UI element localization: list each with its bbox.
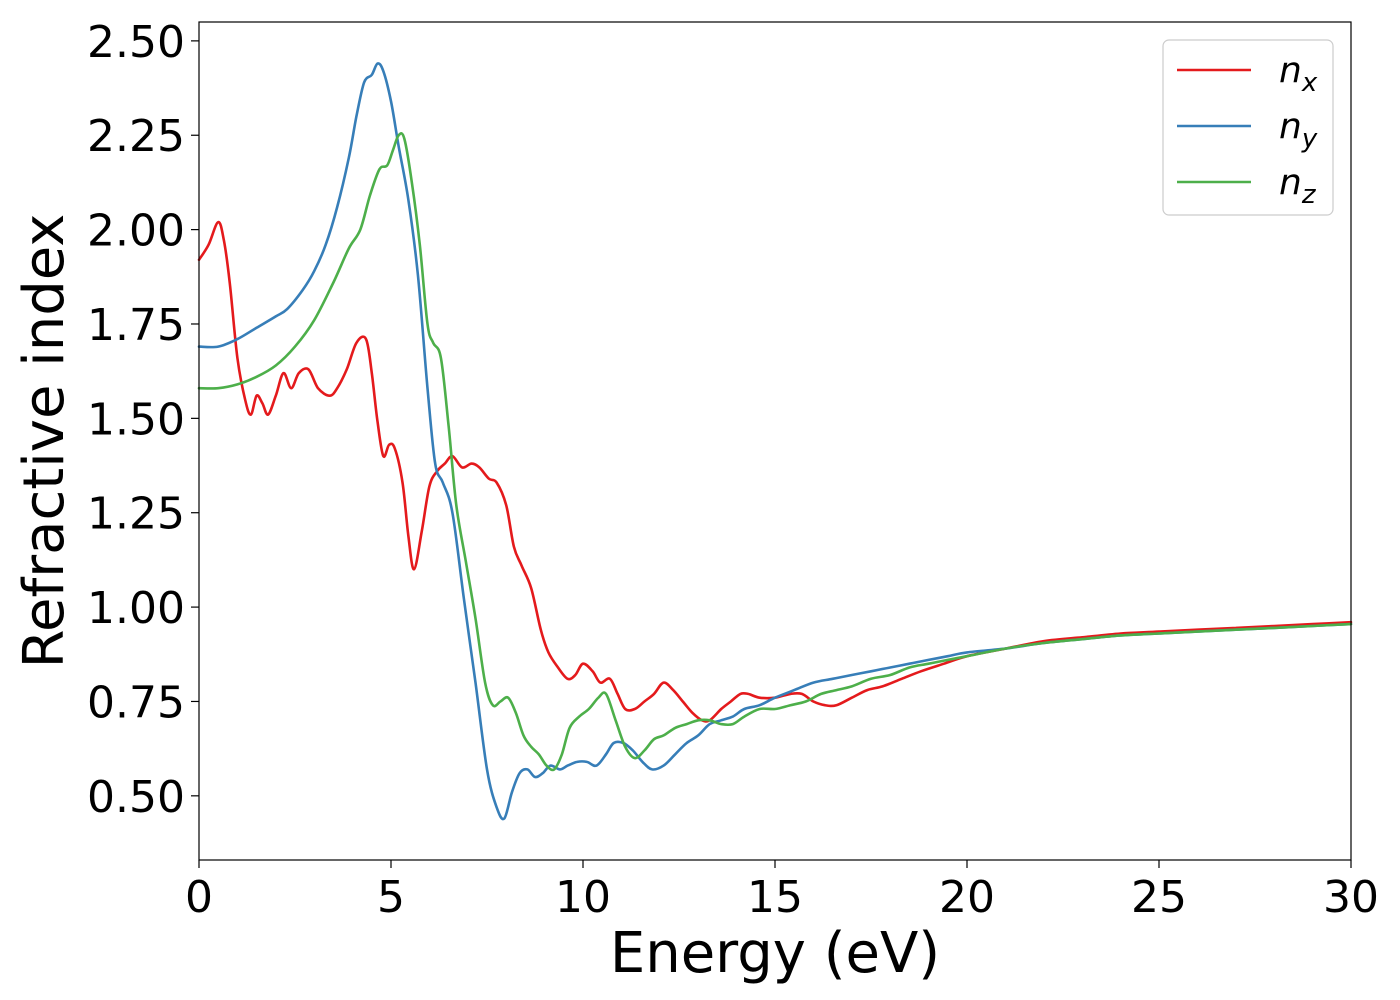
y-tick-label: 1.25 (87, 489, 185, 540)
series-line-nx (197, 220, 1353, 723)
legend-label-nz: nz (1279, 162, 1317, 210)
legend-label-nx: nx (1279, 50, 1318, 98)
legend-label-subscript: z (1301, 180, 1317, 210)
y-tick-label: 2.00 (87, 206, 185, 257)
y-tick-label: 1.75 (87, 300, 185, 351)
legend-label-base: n (1279, 50, 1302, 91)
legend-box (1162, 39, 1334, 216)
y-axis-ticks: 0.50 0.75 1.00 1.25 1.50 1.75 2.00 2.25 2.50 (87, 17, 199, 823)
x-tick-label: 30 (1323, 872, 1379, 923)
y-tick-label: 2.25 (87, 111, 185, 162)
series-layer (197, 62, 1353, 821)
x-axis-title: Energy (eV) (610, 921, 940, 986)
y-tick-label: 0.75 (87, 677, 185, 728)
y-tick-label: 0.50 (87, 772, 185, 823)
legend-label-base: n (1279, 106, 1302, 147)
x-tick-label: 15 (747, 872, 803, 923)
series-line-ny (197, 62, 1353, 821)
x-tick-label: 20 (939, 872, 995, 923)
x-tick-label: 10 (555, 872, 611, 923)
y-tick-label: 1.00 (87, 583, 185, 634)
y-axis-title: Refractive index (12, 214, 77, 669)
y-tick-label: 2.50 (87, 17, 185, 68)
x-axis-ticks: 0 5 10 15 20 25 30 (185, 860, 1379, 923)
legend-label-ny: ny (1279, 106, 1318, 154)
legend-label-subscript: x (1301, 68, 1318, 98)
x-tick-label: 25 (1131, 872, 1187, 923)
x-tick-label: 5 (377, 872, 405, 923)
x-tick-label: 0 (185, 872, 213, 923)
legend-label-subscript: y (1301, 124, 1318, 154)
series-line-nz (197, 132, 1353, 772)
y-tick-label: 1.50 (87, 394, 185, 445)
legend-label-base: n (1279, 162, 1302, 203)
